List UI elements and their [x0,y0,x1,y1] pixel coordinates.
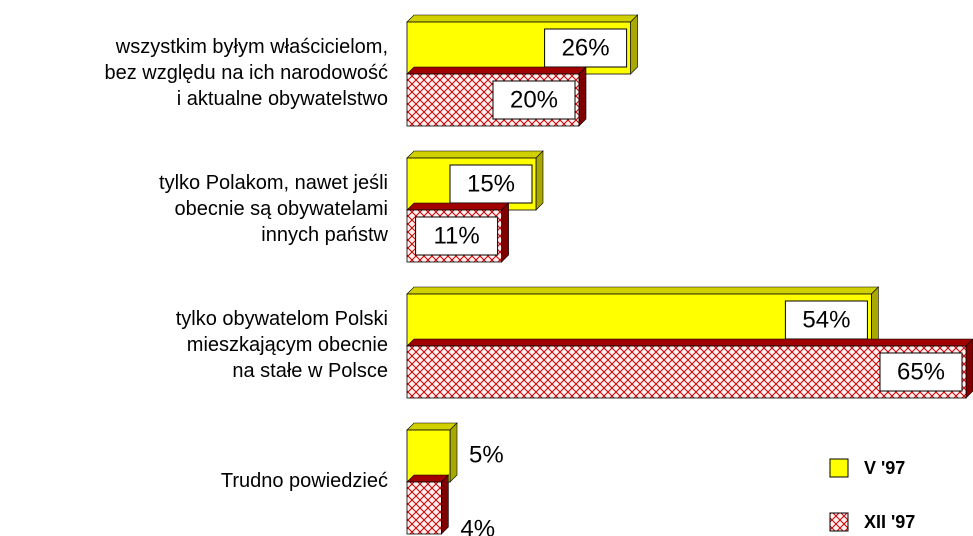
category-line: tylko obywatelom Polski [176,308,388,330]
category-line: innych państw [261,224,388,246]
legend-swatch [829,458,849,478]
bar-top [406,202,510,211]
category-line: bez względu na ich narodowość [104,62,388,84]
category-line: mieszkającym obecnie [187,334,388,356]
value-label: 26% [562,34,610,61]
category-line: wszystkim byłym właścicielom, [115,36,388,58]
value-label-box [879,352,963,392]
bar-side [535,150,544,211]
category-line: tylko Polakom, nawet jeśli [159,172,388,194]
bar-side [501,202,509,263]
category-line: na stałe w Polsce [232,360,388,382]
category-line: obecnie są obywatelami [175,198,388,220]
value-label-box [492,80,576,120]
legend-label: XII '97 [864,512,915,532]
bar-top [406,338,973,347]
value-label-box [544,28,628,68]
bar-top [406,14,639,23]
value-label-box [415,216,499,256]
category-label: wszystkim byłym właścicielom, bez względu… [104,36,388,110]
category-label: tylko obywatelom Polski mieszkającym obec… [176,308,388,382]
bar [406,481,442,535]
category-line: i aktualne obywatelstwo [177,88,388,110]
category-label: Trudno powiedzieć [221,470,388,492]
bar-side [441,474,449,535]
bar [406,429,451,483]
value-label: 5% [469,441,504,468]
value-label-box [449,164,533,204]
value-label: 20% [510,86,558,113]
value-label: 11% [433,222,479,249]
bar-side [630,14,638,75]
category-label: tylko Polakom, nawet jeśli obecnie są oby… [159,172,389,246]
bar-side [578,66,587,127]
bar-top [406,150,544,159]
value-label: 54% [802,306,850,333]
legend-label: V '97 [864,458,905,478]
bar [406,345,967,399]
value-label: 65% [897,358,945,385]
legend-swatch [829,512,849,532]
bar-top [406,286,880,295]
value-label-box [784,300,868,340]
value-label: 4% [460,515,495,536]
bar-side [871,286,879,347]
bar-top [406,422,458,431]
category-line: Trudno powiedzieć [221,470,388,492]
value-label: 15% [467,170,515,197]
bar-top [406,66,587,75]
bar-side [449,422,458,483]
bar-side [965,338,973,399]
